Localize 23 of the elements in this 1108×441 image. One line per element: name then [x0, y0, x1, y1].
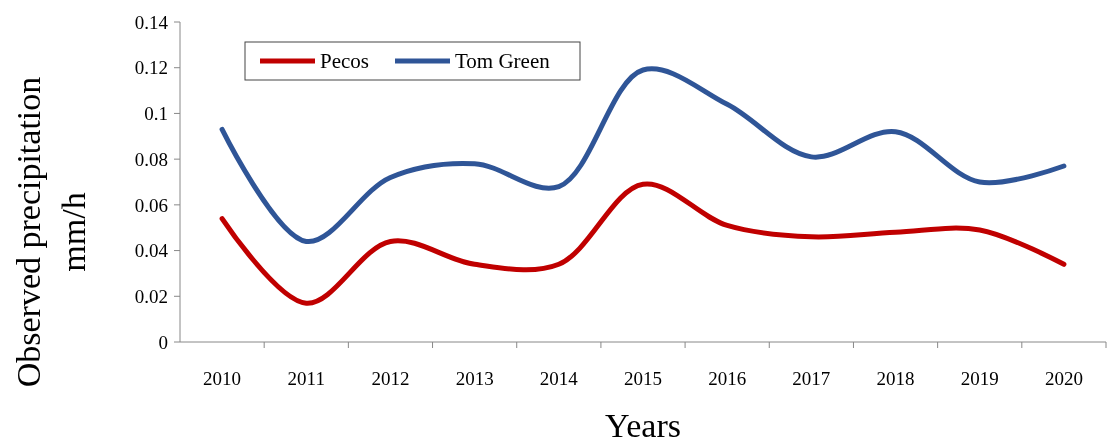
x-tick-label: 2018 [876, 368, 915, 389]
x-tick-label: 2016 [708, 368, 747, 389]
legend-label: Pecos [320, 49, 369, 74]
x-tick-label: 2010 [203, 368, 242, 389]
x-tick-label: 2015 [624, 368, 662, 389]
y-tick-label: 0.04 [134, 240, 169, 262]
y-tick-label: 0.1 [144, 103, 168, 125]
x-tick-label: 2017 [792, 368, 831, 389]
legend-label: Tom Green [455, 49, 551, 74]
y-tick-label: 0.02 [134, 285, 168, 307]
x-axis-title: Years [605, 407, 681, 441]
y-tick-label: 0.12 [134, 57, 168, 79]
x-tick-label: 2019 [960, 368, 999, 389]
y-tick-label: 0 [158, 331, 168, 353]
y-tick-label: 0.06 [134, 194, 168, 216]
x-tick-label: 2014 [539, 368, 579, 389]
y-tick-label: 0.14 [134, 11, 169, 33]
x-tick-label: 2020 [1044, 368, 1083, 389]
x-tick-label: 2013 [455, 368, 494, 389]
x-tick-label: 2012 [371, 368, 410, 389]
y-axis-title: Observed precipitation mm/h [10, 76, 92, 388]
y-tick-label: 0.08 [134, 148, 168, 170]
x-tick-label: 2011 [287, 368, 325, 389]
